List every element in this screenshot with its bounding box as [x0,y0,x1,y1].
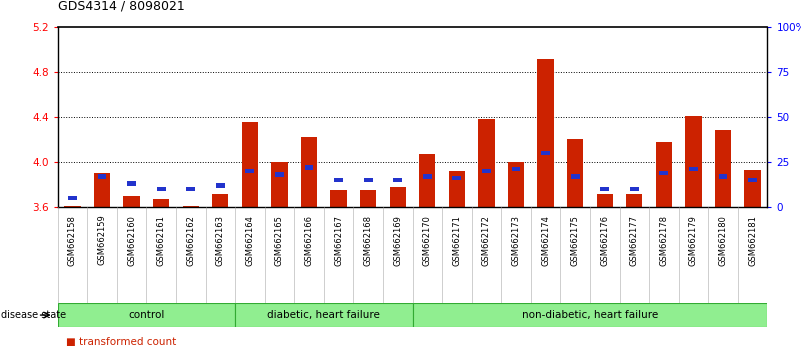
Bar [301,137,317,207]
Bar [512,167,521,171]
Bar [393,178,402,182]
Text: disease state: disease state [1,310,66,320]
Text: GSM662179: GSM662179 [689,215,698,266]
Bar [272,162,288,207]
Bar [183,206,199,207]
Bar [600,187,610,191]
Bar [364,178,372,182]
Text: GSM662161: GSM662161 [157,215,166,266]
Bar [659,171,668,175]
Bar [686,116,702,207]
Bar [153,199,169,207]
Bar [482,169,491,173]
Text: GSM662164: GSM662164 [245,215,255,266]
Bar [748,178,757,182]
Bar [64,206,81,207]
Bar [570,174,580,179]
Bar [597,194,613,207]
Text: control: control [128,310,164,320]
Bar [389,187,406,207]
Bar [304,165,313,170]
Text: GSM662163: GSM662163 [215,215,225,266]
Bar [245,169,255,173]
Text: GSM662167: GSM662167 [334,215,343,266]
Text: GSM662174: GSM662174 [541,215,550,266]
Text: GSM662169: GSM662169 [393,215,402,266]
Bar [630,187,638,191]
Text: GSM662162: GSM662162 [187,215,195,266]
Bar [187,187,195,191]
Bar [98,174,107,179]
Bar [157,187,166,191]
Text: GSM662178: GSM662178 [659,215,668,266]
Bar [537,59,553,207]
Bar [413,303,767,327]
Bar [478,119,494,207]
Bar [453,176,461,181]
Bar [334,178,343,182]
Bar [123,196,139,207]
Text: non-diabetic, heart failure: non-diabetic, heart failure [521,310,658,320]
Bar [626,194,642,207]
Bar [212,194,228,207]
Text: diabetic, heart failure: diabetic, heart failure [268,310,380,320]
Bar [419,154,436,207]
Bar [275,172,284,177]
Text: GSM662165: GSM662165 [275,215,284,266]
Text: GSM662175: GSM662175 [570,215,580,266]
Text: GSM662176: GSM662176 [600,215,610,266]
Bar [423,174,432,179]
Bar [714,130,731,207]
Text: GDS4314 / 8098021: GDS4314 / 8098021 [58,0,184,12]
Text: GSM662173: GSM662173 [512,215,521,266]
Bar [360,190,376,207]
Bar [567,139,583,207]
Bar [718,174,727,179]
Text: GSM662181: GSM662181 [748,215,757,266]
Text: GSM662170: GSM662170 [423,215,432,266]
Text: GSM662166: GSM662166 [304,215,313,266]
Bar [215,183,225,188]
Text: GSM662160: GSM662160 [127,215,136,266]
Text: GSM662159: GSM662159 [98,215,107,266]
Text: GSM662180: GSM662180 [718,215,727,266]
Bar [58,303,235,327]
Text: GSM662177: GSM662177 [630,215,638,266]
Bar [656,142,672,207]
Bar [689,167,698,171]
Bar [235,303,413,327]
Text: GSM662158: GSM662158 [68,215,77,266]
Bar [242,122,258,207]
Bar [68,196,77,200]
Bar [541,151,550,155]
Bar [744,170,761,207]
Text: GSM662172: GSM662172 [482,215,491,266]
Text: GSM662168: GSM662168 [364,215,372,266]
Bar [94,173,111,207]
Bar [449,171,465,207]
Bar [508,162,524,207]
Bar [331,190,347,207]
Text: ■ transformed count: ■ transformed count [66,337,176,347]
Text: GSM662171: GSM662171 [453,215,461,266]
Bar [127,181,136,186]
